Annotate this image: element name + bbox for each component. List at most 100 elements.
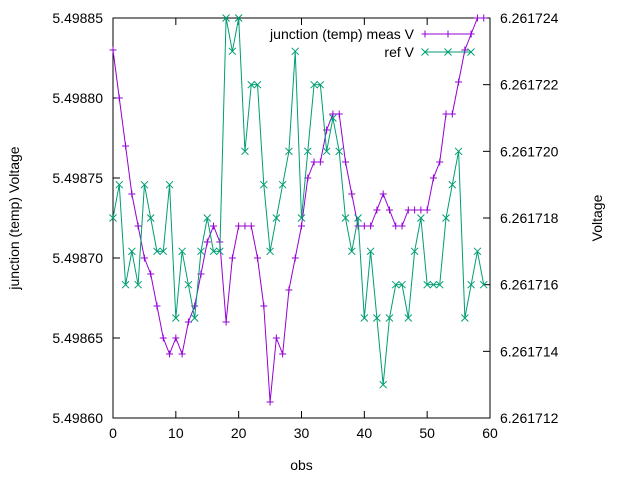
- data-point: [454, 147, 463, 156]
- y-right-tick-label: 6.261720: [500, 143, 559, 159]
- legend-label: ref V: [384, 44, 414, 60]
- y-right-tick-label: 6.261714: [500, 343, 559, 359]
- data-point: [335, 110, 343, 118]
- data-point: [259, 180, 268, 189]
- data-point: [197, 247, 205, 256]
- y-right-tick-label: 6.261718: [500, 210, 559, 226]
- y-right-axis-title: Voltage: [589, 194, 605, 241]
- x-axis-title: obs: [290, 457, 313, 473]
- legend-item: ref V: [384, 44, 475, 60]
- x-tick-label: 20: [231, 425, 247, 441]
- data-point: [128, 190, 136, 198]
- data-point: [278, 180, 287, 189]
- data-point: [310, 158, 318, 166]
- legend-marker: [444, 48, 452, 56]
- data-point: [253, 80, 262, 89]
- series-layer: [109, 14, 488, 406]
- x-tick-label: 60: [482, 425, 498, 441]
- data-point: [247, 80, 256, 89]
- data-point: [115, 94, 123, 102]
- data-point: [298, 222, 305, 230]
- data-point: [247, 222, 255, 230]
- data-point: [215, 247, 224, 256]
- data-point: [115, 180, 124, 189]
- data-point: [159, 247, 168, 256]
- data-point: [146, 214, 155, 222]
- x-tick-label: 30: [294, 425, 310, 441]
- data-point: [348, 190, 356, 198]
- axis-titles: obs junction (temp) Voltage Voltage: [6, 146, 605, 473]
- data-point: [272, 334, 280, 342]
- data-point: [272, 214, 281, 222]
- data-point: [260, 302, 268, 310]
- data-point: [473, 247, 482, 256]
- data-point: [184, 318, 192, 326]
- series-ref-v: [109, 14, 488, 389]
- y-left-tick-label: 5.49870: [52, 250, 103, 266]
- data-point: [360, 314, 369, 322]
- data-point: [172, 334, 180, 342]
- data-point: [367, 222, 375, 230]
- data-point: [140, 254, 148, 262]
- data-point: [429, 280, 438, 289]
- y-left-tick-label: 5.49875: [52, 170, 103, 186]
- data-point: [228, 47, 237, 56]
- data-point: [366, 247, 375, 256]
- data-point: [398, 222, 406, 230]
- data-point: [184, 280, 193, 289]
- data-point: [322, 147, 331, 156]
- series-line: [112, 17, 485, 385]
- data-point: [279, 350, 287, 358]
- data-point: [222, 14, 230, 22]
- data-point: [291, 254, 299, 262]
- data-point: [410, 247, 419, 256]
- y-left-tick-label: 5.49865: [52, 330, 103, 346]
- data-point: [222, 318, 230, 326]
- legend: junction (temp) meas V ref V: [269, 26, 475, 60]
- data-point: [234, 14, 243, 22]
- data-point: [285, 286, 293, 294]
- data-point: [423, 280, 432, 289]
- data-point: [398, 280, 406, 289]
- data-point: [373, 206, 381, 214]
- data-point: [341, 158, 349, 166]
- y-left-axis-title: junction (temp) Voltage: [6, 146, 22, 290]
- data-point: [448, 180, 457, 189]
- data-point: [109, 46, 117, 54]
- data-point: [210, 222, 218, 230]
- data-point: [203, 214, 212, 222]
- data-point: [241, 147, 249, 156]
- legend-marker: [467, 30, 475, 38]
- data-point: [411, 206, 419, 214]
- data-point: [134, 280, 142, 289]
- data-point: [329, 114, 337, 122]
- data-point: [442, 214, 450, 222]
- data-point: [121, 280, 130, 289]
- data-point: [429, 174, 437, 182]
- data-point: [347, 247, 356, 256]
- data-point: [435, 280, 444, 289]
- data-point: [109, 214, 117, 222]
- data-point: [122, 142, 130, 150]
- data-point: [235, 222, 243, 230]
- data-point: [479, 280, 488, 289]
- data-point: [159, 334, 167, 342]
- data-point: [228, 254, 236, 262]
- legend-marker: [421, 30, 429, 38]
- y-right-tick-label: 6.261712: [500, 410, 559, 426]
- data-point: [266, 247, 274, 256]
- data-point: [291, 47, 300, 56]
- x-tick-label: 40: [357, 425, 373, 441]
- x-tick-label: 0: [109, 425, 117, 441]
- data-point: [153, 302, 161, 310]
- y-left-tick-label: 5.49880: [52, 90, 103, 106]
- data-point: [166, 350, 174, 358]
- data-point: [316, 80, 325, 89]
- data-point: [341, 214, 350, 222]
- data-point: [385, 314, 394, 322]
- y-left-tick-label: 5.49860: [52, 410, 103, 426]
- data-point: [171, 314, 180, 322]
- data-point: [241, 222, 249, 230]
- data-point: [254, 254, 262, 262]
